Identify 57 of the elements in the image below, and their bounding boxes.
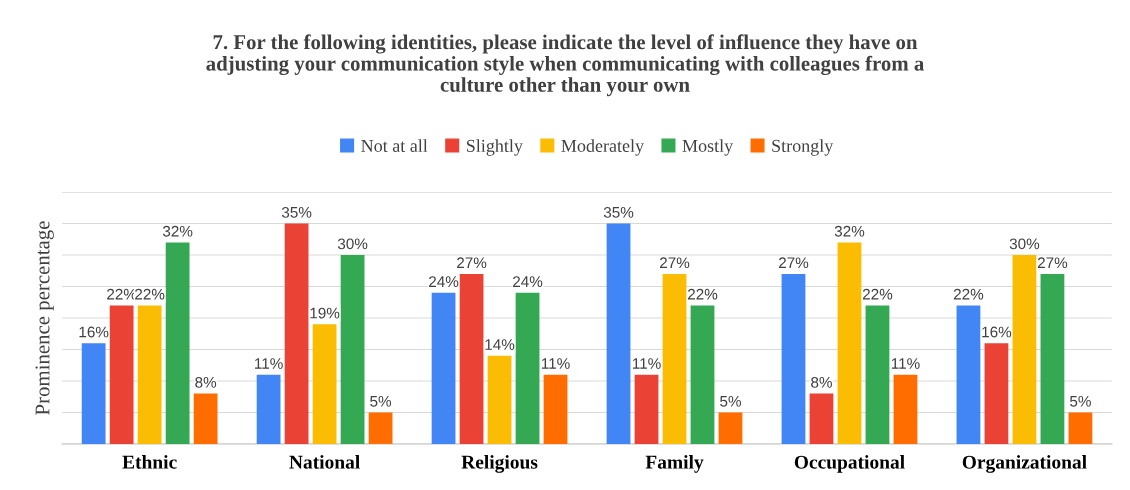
x-tick-label: Organizational <box>962 455 1087 473</box>
legend-label: Strongly <box>772 139 834 156</box>
data-label: 27% <box>660 257 690 269</box>
data-label: 5% <box>1070 395 1091 407</box>
y-axis-title: Prominence percentage <box>35 221 54 415</box>
x-tick-label: Ethnic <box>122 455 177 469</box>
data-label: 5% <box>370 395 392 407</box>
chart-title: 7. For the following identities, please indicate the level of influence they have on adjusting your communication style when communicating with colleagues from a culture other than your own <box>206 34 924 97</box>
data-label: 24% <box>513 276 543 287</box>
data-label: 27% <box>778 257 809 269</box>
data-label: 22% <box>862 288 893 300</box>
legend-label: Not at all <box>361 139 428 152</box>
bar <box>459 273 484 444</box>
bar <box>340 255 365 444</box>
bar <box>690 305 715 444</box>
legend-label: Moderately <box>561 139 645 156</box>
bar <box>312 324 337 444</box>
x-tick-label: Occupational <box>794 455 905 473</box>
data-label: 8% <box>811 376 832 388</box>
data-label: 11% <box>891 358 920 369</box>
bar <box>662 273 687 444</box>
data-label: 16% <box>982 326 1012 338</box>
data-label: 22% <box>135 288 165 300</box>
data-label: 14% <box>485 339 515 350</box>
bar <box>984 343 1009 444</box>
legend-label: Slightly <box>466 139 523 156</box>
data-label: 24% <box>429 276 459 287</box>
bar <box>193 393 218 444</box>
x-tick-label: Family <box>645 455 704 473</box>
x-tick-label: National <box>289 455 360 469</box>
data-label: 22% <box>953 288 984 300</box>
data-label: 8% <box>195 376 217 388</box>
bar <box>1040 273 1065 444</box>
bar <box>1012 255 1037 444</box>
bar <box>809 393 834 444</box>
bar <box>515 292 540 444</box>
data-label: 30% <box>1009 238 1040 250</box>
data-label: 11% <box>541 358 570 369</box>
data-label: 35% <box>281 206 312 218</box>
data-label: 30% <box>337 238 368 250</box>
data-label: 16% <box>79 326 109 338</box>
data-label: 32% <box>162 225 193 237</box>
legend-label: Mostly <box>682 139 734 156</box>
data-label: 5% <box>720 395 741 407</box>
data-label: 27% <box>457 257 487 269</box>
bar <box>865 305 890 444</box>
bar <box>781 273 806 444</box>
bar <box>137 305 162 444</box>
data-label: 35% <box>603 206 634 218</box>
data-label: 27% <box>1037 257 1068 269</box>
x-tick-label: Religious <box>461 455 538 473</box>
data-label: 11% <box>632 358 661 369</box>
data-label: 32% <box>834 225 865 237</box>
data-label: 19% <box>310 307 340 319</box>
data-label: 11% <box>255 358 283 369</box>
data-label: 22% <box>687 288 718 300</box>
bar <box>81 343 106 444</box>
